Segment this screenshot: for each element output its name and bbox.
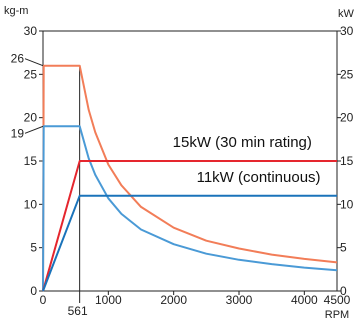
y-tick-left-label: 5 [30,241,37,255]
x-tick-label: 4500 [324,293,351,307]
y-tick-right-label: 30 [340,24,354,38]
y-callout-leader [24,58,44,67]
y-callout-leader [24,125,44,134]
y-tick-left-label: 20 [24,111,38,125]
y-callout-label: 26 [11,52,25,66]
y-tick-right-label: 15 [340,154,354,168]
y-tick-left-label: 10 [24,197,38,211]
y-tick-right-label: 5 [340,241,347,255]
y-callout-label: 19 [11,126,25,140]
series-annotation: 15kW (30 min rating) [173,134,312,151]
x-tick-label: 0 [40,293,47,307]
y-tick-right-label: 25 [340,67,354,81]
y-tick-left-label: 25 [24,67,38,81]
x-tick-label: 4000 [291,293,318,307]
series-annotation: 11kW (continuous) [197,169,321,186]
torque-curve-line [42,125,338,292]
x-tick-label: 3000 [226,293,253,307]
chart-series [42,64,338,292]
y-tick-left-label: 15 [24,154,38,168]
x-tick-label: 561 [68,304,88,318]
y-tick-right-label: 20 [340,111,354,125]
power-curve-line [42,160,337,292]
x-tick-label: 1000 [95,293,122,307]
y-tick-right-label: 10 [340,197,354,211]
y-right-unit-label: kW [338,8,355,20]
x-unit-label: RPM [325,309,349,321]
y-tick-left-label: 0 [30,284,37,298]
y-tick-left-label: 30 [24,24,38,38]
axis-labels: 26 19 15kW (30 min rating) 11kW (continuous… [4,5,355,321]
y-left-unit-label: kg-m [4,5,28,17]
power-curve-line [42,194,337,292]
x-tick-label: 2000 [160,293,187,307]
y-tick-right-label: 0 [340,284,347,298]
